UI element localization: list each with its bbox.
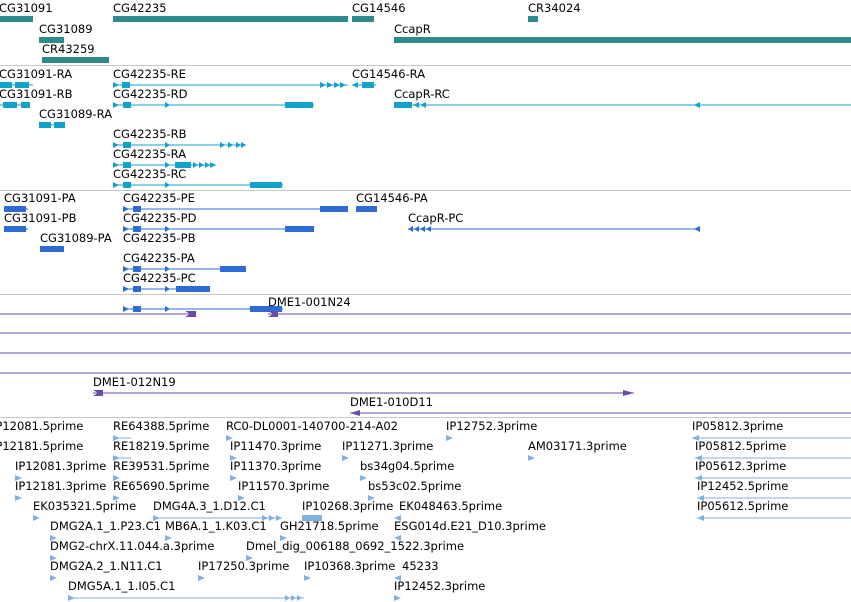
protein-label[interactable]: CG31089-PA <box>40 231 112 245</box>
protein-label[interactable]: CcapR-PC <box>408 211 464 225</box>
gene-feature[interactable] <box>42 57 109 63</box>
est-label[interactable]: RE64388.5prime <box>113 419 210 433</box>
protein-label[interactable]: CG42235-PB <box>123 231 196 245</box>
transcript-label[interactable]: CG14546-RA <box>352 67 426 81</box>
track-separator <box>0 417 851 418</box>
gene-label[interactable]: CR43259 <box>42 42 95 56</box>
gene-label[interactable]: CG14546 <box>352 1 406 15</box>
est-label[interactable]: IP05612.3prime <box>695 459 787 473</box>
est-label[interactable]: IP05812.3prime <box>692 419 784 433</box>
est-label[interactable]: IP10368.3prime <box>304 559 396 573</box>
est-label[interactable]: IP05812.5prime <box>695 439 787 453</box>
est-label[interactable]: IP10268.3prime <box>302 499 394 513</box>
gene-feature[interactable] <box>39 37 64 43</box>
gene-feature[interactable] <box>113 16 348 22</box>
est-label[interactable]: IP12752.3prime <box>446 419 538 433</box>
transcript-label[interactable]: CcapR-RC <box>394 87 450 101</box>
est-label[interactable]: ESG014d.E21_D10.3prime <box>394 519 546 533</box>
est-label[interactable]: EK035321.5prime <box>33 499 137 513</box>
est-label[interactable]: IP11570.3prime <box>238 479 330 493</box>
est-label[interactable]: AM03171.3prime <box>528 439 627 453</box>
est-label[interactable]: DMG2A.1_1.P23.C1 <box>50 519 161 533</box>
est-label[interactable]: bs53c02.5prime <box>368 479 462 493</box>
est-label[interactable]: Dmel_dig_006188_0692_1522.3prime <box>246 539 465 553</box>
est-label[interactable]: RE39531.5prime <box>113 459 210 473</box>
gene-label[interactable]: CG31091 <box>0 1 53 15</box>
est-label[interactable]: GH21718.5prime <box>280 519 379 533</box>
gene-label[interactable]: CG42235 <box>113 1 167 15</box>
est-label[interactable]: RC0-DL0001-140700-214-A02 <box>226 419 398 433</box>
est-label[interactable]: IP12181.3prime <box>15 479 107 493</box>
gene-feature[interactable] <box>394 37 851 43</box>
transcript-label[interactable]: CG31089-RA <box>39 107 113 121</box>
clone-label[interactable]: DME1-001N24 <box>268 295 351 309</box>
gene-label[interactable]: CcapR <box>394 22 431 36</box>
gene-feature[interactable] <box>528 16 538 22</box>
est-label[interactable]: IP12452.3prime <box>394 579 486 593</box>
est-label[interactable]: RE65690.5prime <box>113 479 210 493</box>
track-separator <box>0 294 851 295</box>
gene-feature[interactable] <box>352 16 374 22</box>
transcript-label[interactable]: CG31091-RA <box>0 67 73 81</box>
est-label[interactable]: IP11271.3prime <box>342 439 434 453</box>
est-label[interactable]: IP17250.3prime <box>198 559 290 573</box>
track-separator <box>0 190 851 191</box>
est-label[interactable]: IP12081.5prime <box>0 419 84 433</box>
est-label[interactable]: DMG4A.3_1.D12.C1 <box>153 499 266 513</box>
gene-feature[interactable] <box>0 16 33 22</box>
est-label[interactable]: IP12452.5prime <box>697 479 789 493</box>
protein-label[interactable]: CG14546-PA <box>356 191 428 205</box>
est-label[interactable]: IP11370.3prime <box>230 459 322 473</box>
est-label[interactable]: DMG2A.2_1.N11.C1 <box>50 559 163 573</box>
protein-label[interactable]: CG42235-PC <box>123 271 196 285</box>
est-label[interactable]: DMG5A.1_1.I05.C1 <box>68 579 176 593</box>
protein-label[interactable]: CG31091-PA <box>4 191 76 205</box>
transcript-label[interactable]: CG42235-RE <box>113 67 186 81</box>
gene-label[interactable]: CR34024 <box>528 1 581 15</box>
transcript-label[interactable]: CG42235-RD <box>113 87 188 101</box>
est-label[interactable]: IP05612.5prime <box>697 499 789 513</box>
clone-label[interactable]: DME1-012N19 <box>93 375 176 389</box>
track-separator <box>0 65 851 66</box>
clone-label[interactable]: DME1-010D11 <box>350 395 433 409</box>
transcript-label[interactable]: CG31091-RB <box>0 87 73 101</box>
est-label[interactable]: EK048463.5prime <box>399 499 503 513</box>
transcript-label[interactable]: CG42235-RC <box>113 167 187 181</box>
protein-label[interactable]: CG31091-PB <box>4 211 77 225</box>
est-label[interactable]: DMG2-chrX.11.044.a.3prime <box>50 539 215 553</box>
est-label[interactable]: IP12181.5prime <box>0 439 84 453</box>
protein-label[interactable]: CG42235-PD <box>123 211 197 225</box>
transcript-label[interactable]: CG42235-RB <box>113 127 187 141</box>
est-label[interactable]: MB6A.1_1.K03.C1 <box>165 519 267 533</box>
protein-label[interactable]: CG42235-PE <box>123 191 195 205</box>
est-label[interactable]: IP11470.3prime <box>230 439 322 453</box>
transcript-label[interactable]: CG42235-RA <box>113 147 187 161</box>
est-label[interactable]: bs34g04.5prime <box>360 459 455 473</box>
est-label[interactable]: IP12081.3prime <box>15 459 107 473</box>
est-label[interactable]: 45233 <box>402 559 439 573</box>
protein-label[interactable]: CG42235-PA <box>123 251 195 265</box>
est-label[interactable]: RE18219.5prime <box>113 439 210 453</box>
gene-label[interactable]: CG31089 <box>39 22 93 36</box>
